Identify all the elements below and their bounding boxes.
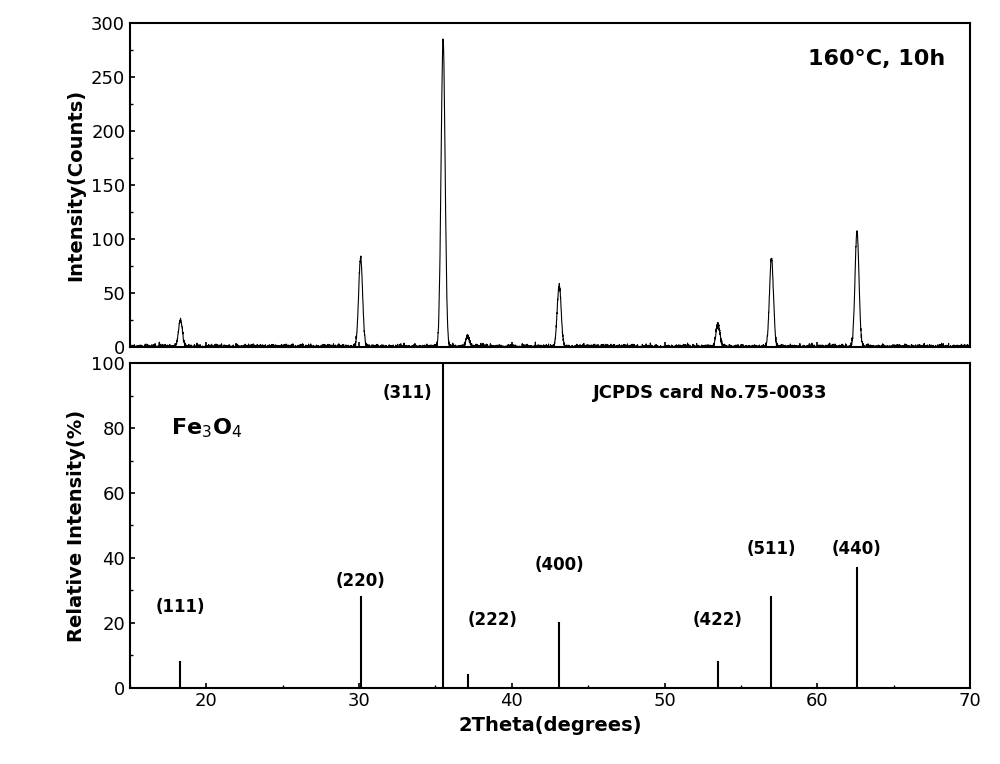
Text: 160°C, 10h: 160°C, 10h [808,49,945,69]
Text: (511): (511) [747,540,796,558]
X-axis label: 2Theta(degrees): 2Theta(degrees) [458,716,642,735]
Text: (111): (111) [156,598,205,617]
Text: (400): (400) [534,556,584,574]
Text: (220): (220) [336,572,385,591]
Text: Fe$_3$O$_4$: Fe$_3$O$_4$ [171,416,242,440]
Text: (422): (422) [693,611,743,630]
Text: (311): (311) [383,384,432,403]
Text: JCPDS card No.75-0033: JCPDS card No.75-0033 [593,384,828,403]
Y-axis label: Relative Intensity(%): Relative Intensity(%) [67,410,86,642]
Text: (222): (222) [468,611,517,630]
Text: (440): (440) [832,540,882,558]
Y-axis label: Intensity(Counts): Intensity(Counts) [66,89,85,281]
